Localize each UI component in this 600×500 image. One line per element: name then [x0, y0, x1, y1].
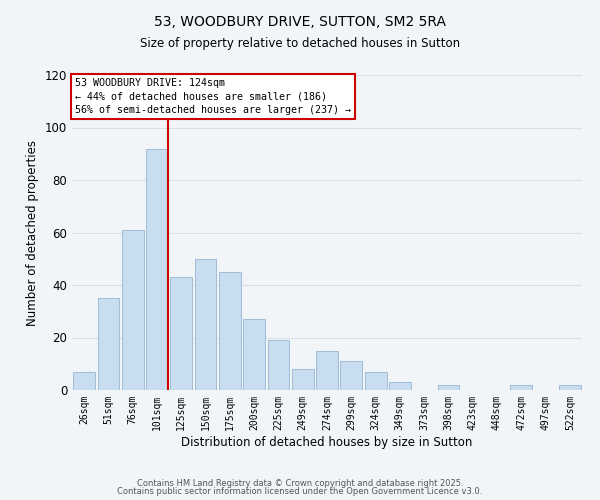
Bar [316, 350, 338, 390]
Bar [97, 298, 119, 390]
Y-axis label: Number of detached properties: Number of detached properties [26, 140, 39, 326]
Text: Contains public sector information licensed under the Open Government Licence v3: Contains public sector information licen… [118, 488, 482, 496]
Bar [511, 385, 532, 390]
Bar [170, 277, 192, 390]
Bar [268, 340, 289, 390]
Bar [219, 272, 241, 390]
Text: 53, WOODBURY DRIVE, SUTTON, SM2 5RA: 53, WOODBURY DRIVE, SUTTON, SM2 5RA [154, 15, 446, 29]
Bar [365, 372, 386, 390]
Bar [73, 372, 95, 390]
Bar [389, 382, 411, 390]
Bar [559, 385, 581, 390]
Bar [194, 259, 217, 390]
Bar [243, 319, 265, 390]
Bar [292, 369, 314, 390]
Bar [437, 385, 460, 390]
Text: 53 WOODBURY DRIVE: 124sqm
← 44% of detached houses are smaller (186)
56% of semi: 53 WOODBURY DRIVE: 124sqm ← 44% of detac… [74, 78, 350, 114]
Bar [340, 361, 362, 390]
Text: Size of property relative to detached houses in Sutton: Size of property relative to detached ho… [140, 38, 460, 51]
Bar [122, 230, 143, 390]
Bar [146, 148, 168, 390]
Text: Contains HM Land Registry data © Crown copyright and database right 2025.: Contains HM Land Registry data © Crown c… [137, 478, 463, 488]
X-axis label: Distribution of detached houses by size in Sutton: Distribution of detached houses by size … [181, 436, 473, 448]
